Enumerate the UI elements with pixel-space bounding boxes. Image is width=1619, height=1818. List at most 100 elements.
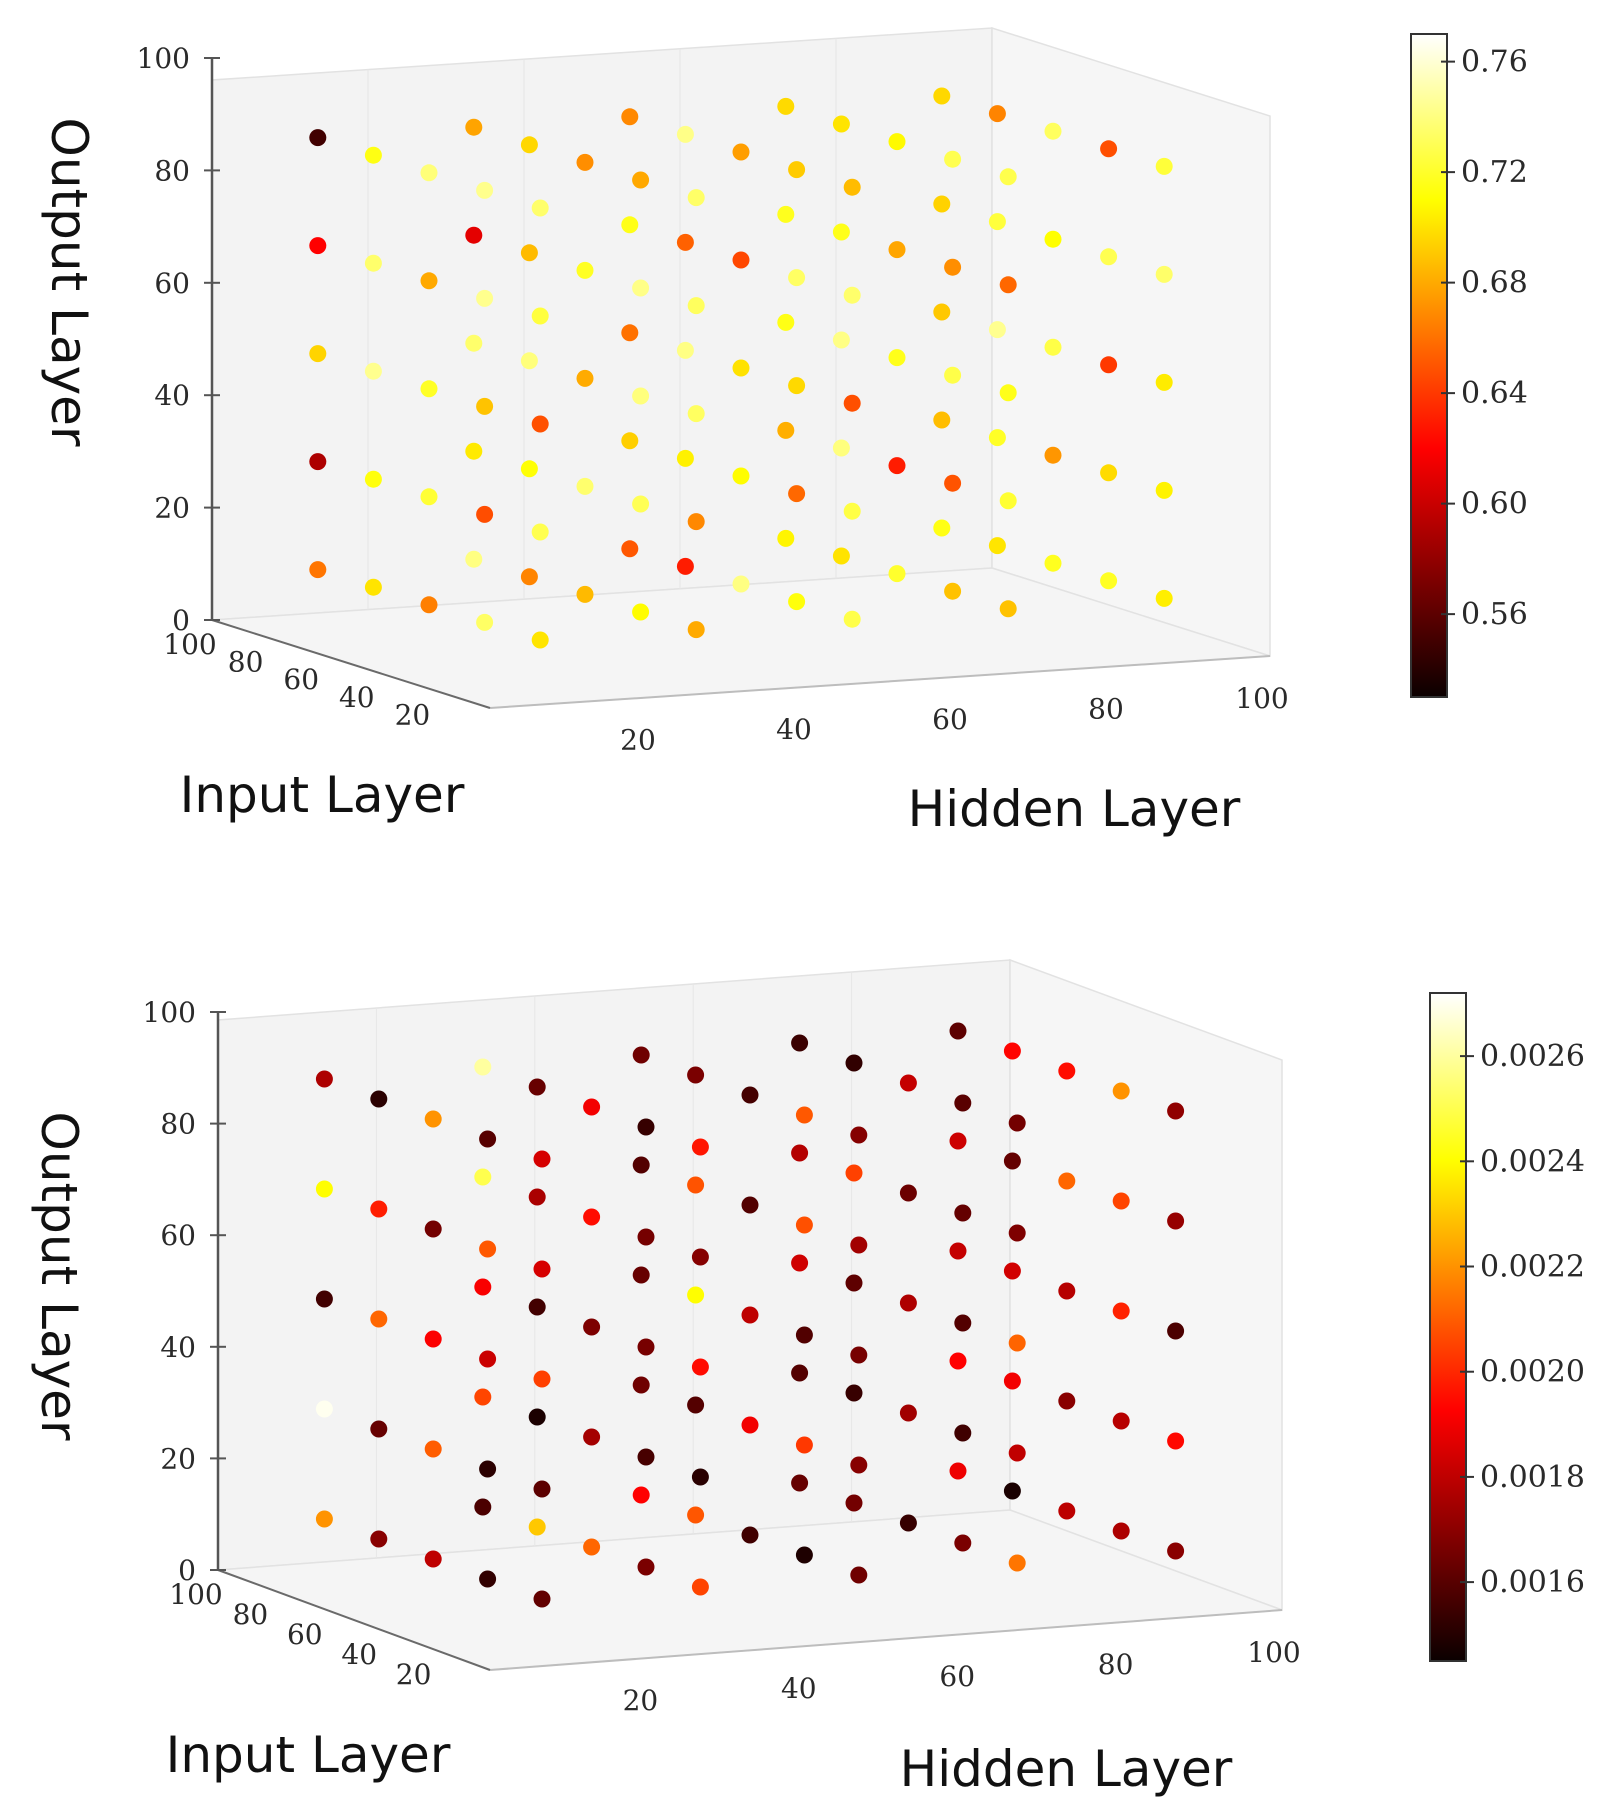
data-point [676, 125, 694, 143]
data-point [933, 411, 951, 429]
data-point [988, 321, 1006, 339]
data-point [687, 189, 705, 207]
data-point [1058, 1392, 1076, 1410]
data-point [1003, 1372, 1021, 1390]
data-point [364, 470, 382, 488]
data-point [777, 313, 795, 331]
data-point [732, 359, 750, 377]
data-point [687, 1506, 705, 1524]
data-point [309, 561, 327, 579]
chart-bottom-zlabel: Output Layer [30, 1112, 88, 1441]
data-point [676, 449, 694, 467]
data-point [420, 596, 438, 614]
data-point [845, 1384, 863, 1402]
data-point [845, 1274, 863, 1292]
back-pane [217, 959, 1011, 1571]
data-point [788, 485, 806, 503]
data-point [843, 178, 861, 196]
data-point [370, 1310, 388, 1328]
data-point [528, 1408, 546, 1426]
data-point [954, 1424, 972, 1442]
data-point [576, 585, 594, 603]
data-point [1044, 446, 1062, 464]
data-point [309, 453, 327, 471]
data-point [531, 307, 549, 325]
data-point [843, 502, 861, 520]
data-point [899, 1184, 917, 1202]
data-point [465, 442, 483, 460]
data-point [777, 97, 795, 115]
data-point [850, 1236, 868, 1254]
data-point [1155, 373, 1173, 391]
x-tick-label: 80 [1098, 1648, 1134, 1681]
data-point [309, 237, 327, 255]
data-point [949, 1462, 967, 1480]
data-point [583, 1098, 601, 1116]
data-point [621, 216, 639, 234]
colorbar-tick-label: 0.60 [1461, 487, 1528, 522]
data-point [533, 1480, 551, 1498]
data-point [420, 380, 438, 398]
x-tick-label: 60 [932, 703, 968, 736]
data-point [637, 1448, 655, 1466]
data-point [1167, 1322, 1185, 1340]
chart-top: 0 20 40 60 80 100 20 40 60 80 100 20 40 60 80 100 Outpu… [40, 26, 1528, 838]
chart-top-points [309, 87, 1173, 649]
data-point [788, 161, 806, 179]
data-point [479, 1350, 497, 1368]
y-tick-label: 80 [233, 1598, 269, 1631]
data-point [637, 1338, 655, 1356]
data-point [832, 115, 850, 133]
data-point [1058, 1172, 1076, 1190]
data-point [621, 540, 639, 558]
z-tick-label: 80 [160, 1108, 196, 1141]
data-point [687, 1286, 705, 1304]
data-point [583, 1538, 601, 1556]
data-point [637, 1228, 655, 1246]
y-tick-label: 60 [283, 663, 319, 696]
data-point [621, 432, 639, 450]
colorbar-tick-label: 0.68 [1461, 266, 1528, 301]
x-tick-label: 100 [1235, 682, 1288, 715]
x-tick-label: 60 [939, 1660, 975, 1693]
data-point [576, 261, 594, 279]
data-point [832, 223, 850, 241]
data-point [691, 1578, 709, 1596]
data-point [476, 397, 494, 415]
data-point [420, 164, 438, 182]
data-point [420, 272, 438, 290]
data-point [850, 1566, 868, 1584]
data-point [741, 1416, 759, 1434]
data-point [1100, 464, 1118, 482]
y-tick-label: 20 [396, 1658, 432, 1691]
data-point [315, 1400, 333, 1418]
colorbar-tick-label: 0.0026 [1480, 1039, 1585, 1074]
data-point [691, 1358, 709, 1376]
data-point [788, 593, 806, 611]
data-point [676, 557, 694, 575]
colorbar-tick-label: 0.0022 [1480, 1250, 1585, 1285]
data-point [370, 1530, 388, 1548]
data-point [944, 474, 962, 492]
data-point [632, 1376, 650, 1394]
data-point [949, 1352, 967, 1370]
data-point [687, 1176, 705, 1194]
z-tick-label: 80 [154, 154, 190, 187]
data-point [795, 1326, 813, 1344]
data-point [533, 1260, 551, 1278]
data-point [832, 331, 850, 349]
data-point [732, 251, 750, 269]
data-point [691, 1248, 709, 1266]
data-point [1112, 1302, 1130, 1320]
data-point [687, 1066, 705, 1084]
chart-top-zlabel: Output Layer [40, 118, 98, 447]
data-point [424, 1220, 442, 1238]
data-point [632, 603, 650, 621]
data-point [777, 421, 795, 439]
data-point [741, 1306, 759, 1324]
data-point [999, 276, 1017, 294]
data-point [795, 1106, 813, 1124]
data-point [364, 362, 382, 380]
data-point [949, 1022, 967, 1040]
data-point [424, 1550, 442, 1568]
